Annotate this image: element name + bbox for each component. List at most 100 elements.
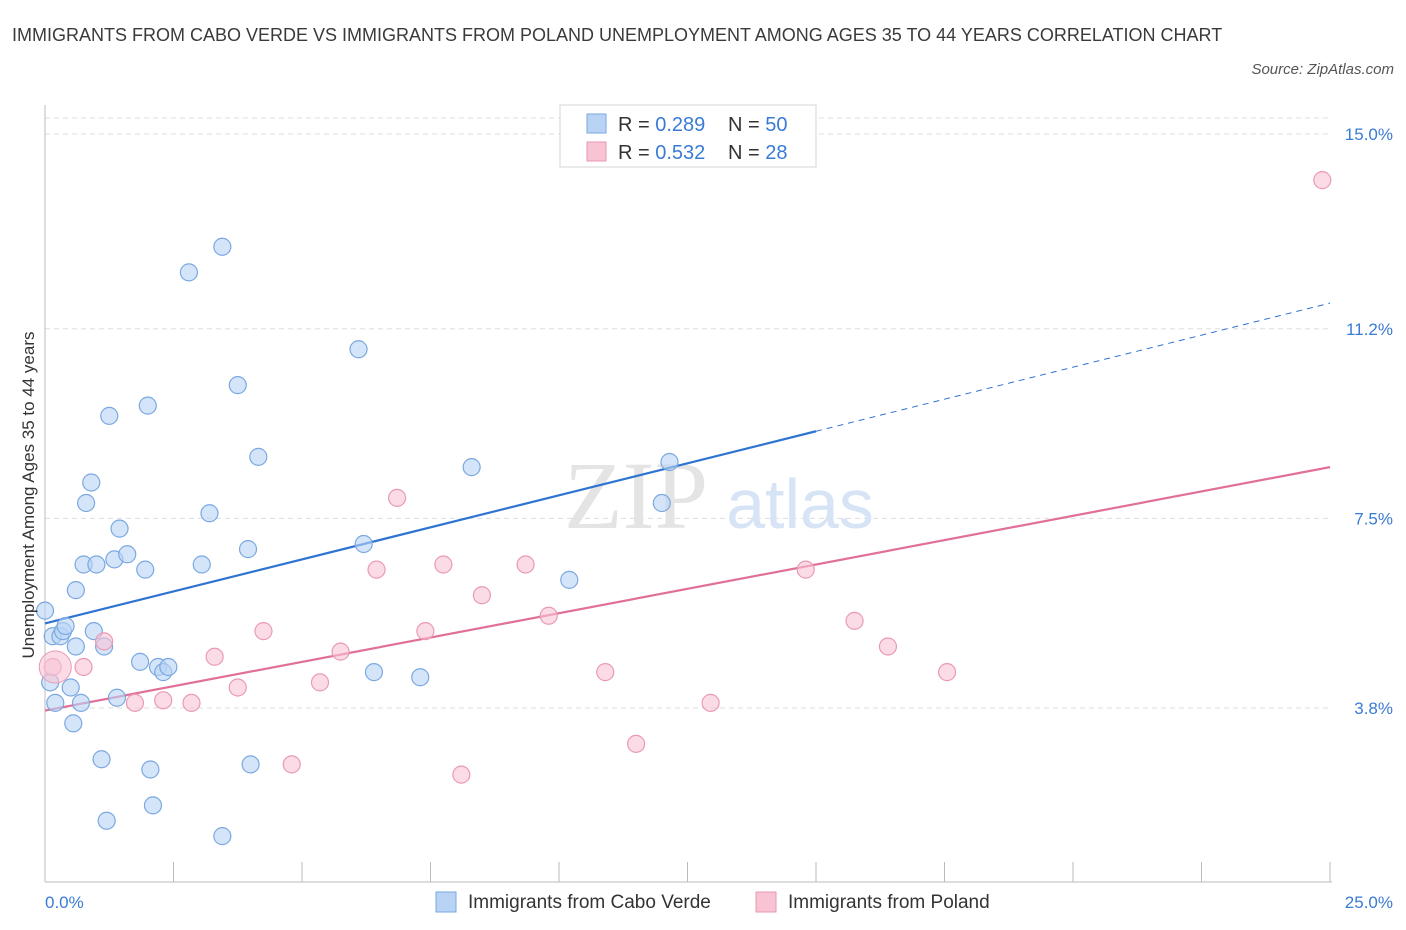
bottom-legend-swatch-poland	[755, 891, 777, 913]
trend-lines	[44, 302, 1331, 712]
cabo-verde-point	[110, 519, 129, 538]
cabo-verde-point	[228, 376, 247, 395]
legend-n-value: 50	[765, 114, 787, 136]
y-tick-label: 15.0%	[1345, 125, 1393, 144]
cabo-verde-point	[238, 540, 258, 559]
legend-r-value: 0.289	[655, 114, 705, 136]
chart-title: IMMIGRANTS FROM CABO VERDE VS IMMIGRANTS…	[12, 25, 1223, 45]
poland-point	[701, 693, 720, 712]
cabo-verde-point	[107, 688, 127, 707]
poland-point	[310, 673, 330, 692]
y-tick-label: 3.8%	[1354, 699, 1393, 718]
poland-point	[539, 606, 558, 625]
cabo-verde-point	[143, 796, 163, 815]
legend-r-label: R =	[618, 114, 655, 136]
cabo-verde-point	[249, 447, 268, 466]
legend-swatch-poland	[586, 141, 607, 162]
cabo-verde-point	[213, 237, 232, 256]
axes	[44, 105, 1332, 883]
cabo-verde-point	[213, 827, 232, 846]
cabo-verde-point	[77, 493, 96, 513]
cabo-verde-point	[179, 263, 199, 282]
svg-text:N = 50: N = 50	[728, 114, 788, 136]
legend-n-label: N =	[728, 142, 765, 164]
cabo-verde-point	[200, 504, 219, 523]
svg-text:R = 0.289: R = 0.289	[618, 114, 705, 136]
poland-point	[626, 734, 646, 753]
watermark-zip: ZIP	[564, 442, 708, 549]
poland-point	[74, 657, 93, 677]
cabo-verde-point	[349, 340, 368, 359]
cabo-verde-point	[560, 570, 579, 589]
cabo-verde-point	[130, 652, 150, 671]
poland-point	[254, 622, 273, 641]
cabo-verde-point	[64, 714, 83, 733]
cabo-verde-trend-line	[44, 430, 817, 625]
poland-point	[367, 560, 386, 579]
bottom-legend-swatch-cabo-verde	[435, 891, 457, 913]
cabo-verde-point	[66, 637, 85, 656]
cabo-verde-point	[364, 663, 384, 682]
legend-n-label: N =	[728, 114, 765, 136]
bottom-legend-label-cabo-verde: Immigrants from Cabo Verde	[468, 892, 711, 913]
poland-point	[472, 586, 491, 605]
cabo-verde-point	[46, 693, 65, 712]
cabo-verde-point	[87, 555, 106, 574]
poland-point	[38, 650, 72, 684]
poland-point	[205, 647, 224, 666]
poland-point	[878, 637, 898, 656]
cabo-verde-point	[652, 493, 671, 513]
cabo-verde-point	[56, 616, 75, 636]
legend-r-label: R =	[618, 142, 655, 164]
cabo-verde-point	[354, 534, 373, 554]
cabo-verde-trend-extension	[815, 302, 1331, 432]
cabo-verde-point	[141, 760, 160, 779]
cabo-verde-point	[71, 693, 91, 712]
poland-point	[182, 693, 201, 712]
cabo-verde-point	[138, 396, 157, 415]
cabo-verde-point	[462, 458, 481, 477]
bottom-legend: Immigrants from Cabo Verde Immigrants fr…	[435, 891, 990, 913]
tick-labels: 3.8% 7.5% 11.2% 15.0% 0.0% 25.0%	[45, 125, 1393, 912]
cabo-verde-point	[660, 452, 679, 472]
poland-point	[596, 663, 615, 682]
x-tick-label: 25.0%	[1345, 893, 1393, 912]
cabo-verde-point	[61, 678, 80, 697]
poland-point	[154, 691, 173, 710]
poland-point	[937, 663, 957, 682]
cabo-verde-point	[82, 473, 101, 492]
legend-swatch-cabo-verde	[586, 113, 607, 134]
y-axis-title: Unemployment Among Ages 35 to 44 years	[19, 332, 38, 659]
cabo-verde-point	[136, 560, 155, 579]
poland-point	[228, 678, 247, 697]
poland-point	[282, 755, 301, 774]
cabo-verde-point	[241, 755, 260, 774]
poland-point	[452, 765, 471, 784]
poland-trend-line	[44, 466, 1331, 712]
chart-source: Source: ZipAtlas.com	[1251, 61, 1394, 78]
svg-text:N = 28: N = 28	[728, 142, 788, 164]
data-points	[35, 171, 1332, 846]
bottom-legend-label-poland: Immigrants from Poland	[788, 892, 990, 913]
poland-point	[416, 622, 435, 641]
cabo-verde-point	[92, 750, 111, 769]
cabo-verde-point	[100, 406, 119, 425]
svg-text:R = 0.532: R = 0.532	[618, 142, 705, 164]
poland-point	[796, 560, 815, 579]
poland-point	[95, 632, 114, 651]
watermark-atlas: atlas	[726, 465, 874, 543]
poland-point	[434, 555, 453, 574]
poland-point	[845, 611, 864, 630]
cabo-verde-point	[35, 601, 55, 620]
y-tick-label: 11.2%	[1346, 320, 1393, 339]
y-tick-label: 7.5%	[1354, 509, 1393, 528]
cabo-verde-point	[66, 581, 85, 600]
poland-point	[331, 642, 350, 661]
cabo-verde-point	[97, 811, 116, 830]
poland-point	[1313, 171, 1332, 190]
cabo-verde-point	[411, 668, 430, 687]
poland-point	[387, 488, 407, 507]
poland-point	[125, 693, 145, 712]
cabo-verde-point	[192, 555, 211, 574]
